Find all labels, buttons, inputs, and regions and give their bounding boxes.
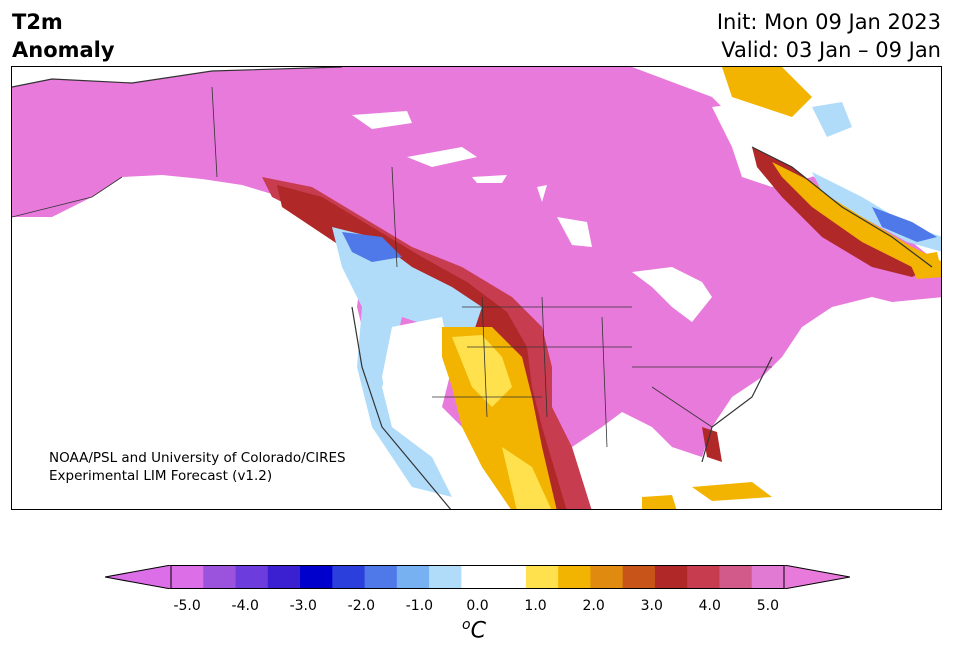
anomaly-map: NOAA/PSL and University of Colorado/CIRE… — [11, 66, 942, 510]
credit-line-1: NOAA/PSL and University of Colorado/CIRE… — [49, 450, 346, 466]
west-warm-ribbon — [262, 177, 592, 509]
colorbar-cell — [429, 565, 462, 589]
colorbar-cell — [590, 565, 624, 589]
colorbar-tick-label: -2.0 — [347, 598, 376, 614]
colorbar-tick-label: 0.0 — [466, 598, 489, 614]
colorbar-cell — [622, 565, 656, 589]
west-cool-region — [332, 227, 482, 497]
colorbar-cell — [396, 565, 430, 589]
map-canvas — [12, 67, 941, 509]
valid-date: Valid: 03 Jan – 09 Jan — [721, 38, 941, 62]
init-date: Init: Mon 09 Jan 2023 — [716, 10, 941, 34]
colorbar-cell — [267, 565, 301, 589]
colorbar-unit: oC — [462, 617, 486, 643]
map-title: T2m Anomaly — [12, 8, 115, 64]
colorbar-cell — [654, 565, 688, 589]
colorbar-extend-high — [783, 565, 850, 589]
colorbar-cell — [300, 565, 333, 589]
colorbar-cell — [235, 565, 269, 589]
colorbar-cell — [364, 565, 398, 589]
forecast-dates: Init: Mon 09 Jan 2023 Valid: 03 Jan – 09… — [717, 8, 941, 64]
colorbar-tick-label: -1.0 — [405, 598, 434, 614]
degree-sign: o — [462, 617, 471, 633]
colorbar-cell — [525, 565, 559, 589]
colorbar-tick-label: 5.0 — [756, 598, 779, 614]
colorbar-border — [170, 565, 785, 589]
colorbar-extend-low — [105, 565, 172, 589]
credit-line-2: Experimental LIM Forecast (v1.2) — [49, 468, 273, 484]
colorbar-cell — [751, 565, 785, 589]
colorbar-cell — [558, 565, 591, 589]
colorbar-tick-label: -4.0 — [231, 598, 259, 614]
colorbar-cell — [493, 565, 527, 589]
colorbar-cell — [332, 565, 366, 589]
colorbar-cell — [203, 565, 237, 589]
title-line-2: Anomaly — [12, 38, 115, 62]
colorbar-tick-label: 1.0 — [524, 598, 547, 614]
colorbar-cell — [687, 565, 720, 589]
colorbar-cell — [461, 565, 495, 589]
colorbar-tick-label: -5.0 — [173, 598, 201, 614]
colorbar-tick-label: -3.0 — [289, 598, 317, 614]
colorbar-cell — [171, 565, 204, 589]
credit-text: NOAA/PSL and University of Colorado/CIRE… — [49, 449, 346, 485]
colorbar-cell — [719, 565, 753, 589]
colorbar-tick-label: 2.0 — [582, 598, 605, 614]
colorbar-tick-label: 4.0 — [698, 598, 721, 614]
title-line-1: T2m — [12, 10, 63, 34]
unit-letter: C — [470, 618, 486, 644]
colorbar-tick-label: 3.0 — [640, 598, 663, 614]
colorbar — [105, 565, 850, 589]
